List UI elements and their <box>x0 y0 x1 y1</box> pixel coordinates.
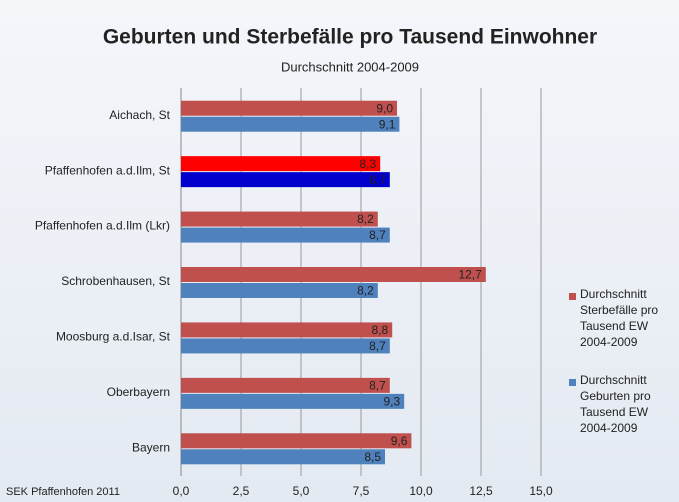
bar <box>181 227 390 243</box>
value-label: 8,7 <box>369 379 386 393</box>
bar <box>181 267 486 282</box>
bar <box>181 156 381 172</box>
value-label: 8,3 <box>360 157 377 171</box>
bar <box>181 172 390 188</box>
x-tick-label: 2,5 <box>233 484 250 498</box>
value-label: 8,7 <box>369 173 386 187</box>
bar <box>181 283 378 298</box>
chart-subtitle: Durchschnitt 2004-2009 <box>281 59 419 74</box>
legend-swatch <box>569 379 576 386</box>
value-label: 8,2 <box>357 284 374 298</box>
value-label: 9,6 <box>391 434 408 448</box>
bar <box>181 377 390 393</box>
y-tick-label: Schrobenhausen, St <box>61 274 170 288</box>
x-tick-label: 15,0 <box>529 484 553 498</box>
footer: SEK Pfaffenhofen 2011 <box>6 486 120 498</box>
legend-entry: Durchschnitt Geburten pro Tausend EW 200… <box>580 373 651 435</box>
value-label: 9,3 <box>384 395 401 409</box>
legend-label: Durchschnitt Geburten pro Tausend EW 200… <box>580 373 651 435</box>
value-label: 9,1 <box>379 117 396 131</box>
value-label: 8,8 <box>372 323 389 337</box>
bar <box>181 449 385 465</box>
x-tick-label: 7,5 <box>353 484 370 498</box>
y-tick-label: Pfaffenhofen a.d.Ilm, St <box>45 163 171 177</box>
y-tick-label: Moosburg a.d.Isar, St <box>56 330 171 344</box>
x-tick-label: 0,0 <box>173 484 190 498</box>
bar <box>181 338 390 354</box>
chart-title: Geburten und Sterbefälle pro Tausend Ein… <box>103 26 597 49</box>
legend-swatch <box>569 293 576 300</box>
x-tick-label: 5,0 <box>293 484 310 498</box>
y-tick-label: Pfaffenhofen a.d.Ilm (Lkr) <box>35 219 170 233</box>
value-label: 8,2 <box>357 212 374 226</box>
x-tick-label: 12,5 <box>469 484 493 498</box>
bar <box>181 116 400 132</box>
bar <box>181 393 405 409</box>
value-label: 8,7 <box>369 228 386 242</box>
y-tick-label: Bayern <box>132 440 170 454</box>
y-tick-label: Aichach, St <box>109 108 170 122</box>
bar <box>181 100 397 116</box>
bar <box>181 322 393 338</box>
bar <box>181 211 378 227</box>
legend-entry: Durchschnitt Sterbefälle pro Tausend EW … <box>580 287 659 349</box>
value-label: 8,5 <box>364 450 381 464</box>
y-tick-label: Oberbayern <box>107 385 170 399</box>
legend-label: Durchschnitt Sterbefälle pro Tausend EW … <box>580 287 659 349</box>
bar <box>181 433 412 449</box>
value-label: 8,7 <box>369 339 386 353</box>
value-label: 12,7 <box>458 268 482 282</box>
value-label: 9,0 <box>376 101 393 115</box>
x-tick-label: 10,0 <box>409 484 433 498</box>
